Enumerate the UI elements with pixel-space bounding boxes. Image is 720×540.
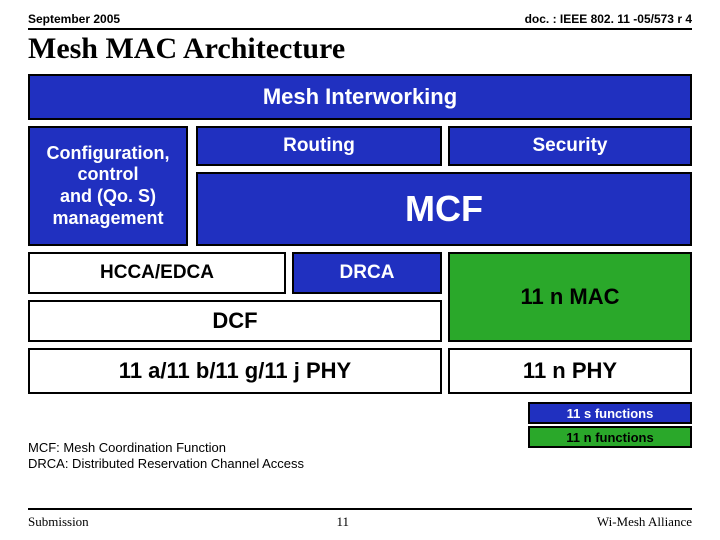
legend-11n: 11 n functions [528,426,692,448]
box-phy-abgj: 11 a/11 b/11 g/11 j PHY [28,348,442,394]
footer-right: Wi-Mesh Alliance [597,514,692,530]
footer-left: Submission [28,514,89,530]
box-dcf: DCF [28,300,442,342]
box-hcca-edca: HCCA/EDCA [28,252,286,294]
box-configuration: Configuration, control and (Qo. S) manag… [28,126,188,246]
footnote-drca: DRCA: Distributed Reservation Channel Ac… [28,456,304,472]
box-phy-11n: 11 n PHY [448,348,692,394]
footnotes: MCF: Mesh Coordination Function DRCA: Di… [28,440,304,473]
box-drca: DRCA [292,252,442,294]
header-date: September 2005 [28,12,120,26]
box-mcf: MCF [196,172,692,246]
footer-rule [28,508,692,510]
architecture-diagram: Mesh Interworking Configuration, control… [28,74,692,404]
footer-page: 11 [337,514,350,530]
footnote-mcf: MCF: Mesh Coordination Function [28,440,304,456]
box-mesh-interworking: Mesh Interworking [28,74,692,120]
header-docref: doc. : IEEE 802. 11 -05/573 r 4 [525,12,692,26]
box-security: Security [448,126,692,166]
page-title: Mesh MAC Architecture [28,32,692,66]
legend-11s: 11 s functions [528,402,692,424]
box-11n-mac: 11 n MAC [448,252,692,342]
header: September 2005 doc. : IEEE 802. 11 -05/5… [28,12,692,26]
footer: Submission 11 Wi-Mesh Alliance [28,514,692,530]
header-rule [28,28,692,30]
box-routing: Routing [196,126,442,166]
